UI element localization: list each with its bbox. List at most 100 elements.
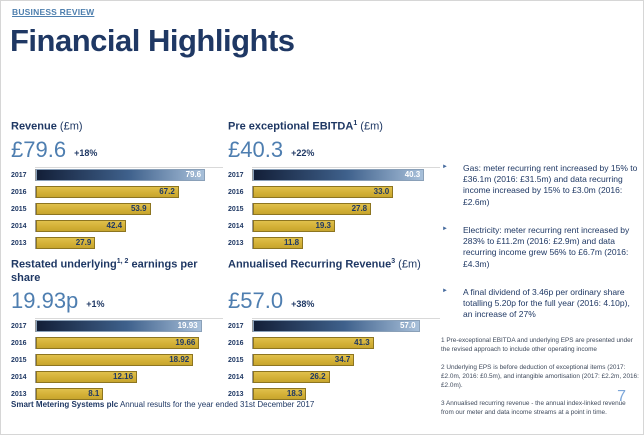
footnote-item: 1 Pre-exceptional EBITDA and underlying … [441, 337, 633, 354]
bar-row: 2015 27.8 [228, 203, 440, 215]
bar: 19.3 [253, 220, 336, 232]
page-title: Financial Highlights [10, 23, 295, 58]
headline-value: £57.0 [228, 288, 284, 313]
bar-row: 2016 19.66 [11, 337, 223, 349]
bullet-arrow-icon: ► [442, 287, 448, 294]
headline-row: £57.0 +38% [228, 288, 440, 312]
year-label: 2014 [228, 222, 244, 230]
year-label: 2016 [11, 339, 27, 347]
bullet-item: ► Electricity: meter recurring rent incre… [441, 225, 639, 270]
bar-row: 2017 40.3 [228, 169, 440, 181]
year-label: 2017 [228, 171, 244, 179]
chart-title-text: Restated underlying [11, 258, 117, 271]
bar-value-label: 27.8 [351, 204, 368, 213]
bar-chart: 2017 40.3 2016 33.0 2015 27.8 2014 19.3 2013 11.8 [228, 167, 440, 249]
bar-track: 53.9 [35, 203, 223, 215]
headline-value: £40.3 [228, 137, 284, 162]
footnote-item: 2 Underlying EPS is before deduction of … [441, 364, 639, 390]
bar: 33.0 [253, 186, 394, 198]
bar-value-label: 18.3 [286, 389, 303, 398]
bar: 27.9 [36, 237, 96, 249]
bullet-text: A final dividend of 3.46p per ordinary s… [463, 286, 630, 320]
year-label: 2015 [11, 205, 27, 213]
headline-row: £79.6 +18% [11, 137, 223, 161]
page-number: 7 [617, 388, 626, 405]
bullet-list: ► Gas: meter recurring rent increased by … [441, 163, 639, 320]
bar-track: 19.3 [252, 220, 440, 232]
chart-title-text: Revenue [11, 120, 57, 133]
bar-row: 2014 26.2 [228, 371, 440, 383]
bar: 53.9 [36, 203, 151, 215]
bar-track: 26.2 [252, 371, 440, 383]
bar: 8.1 [36, 388, 104, 400]
bar-track: 12.16 [35, 371, 223, 383]
bar-track: 18.92 [35, 354, 223, 366]
bar-value-label: 12.16 [113, 372, 134, 381]
bullet-text: Electricity: meter recurring rent increa… [463, 224, 630, 269]
bar: 40.3 [253, 169, 425, 181]
bar: 57.0 [253, 320, 420, 332]
bar-row: 2013 11.8 [228, 237, 440, 249]
year-label: 2013 [11, 390, 27, 398]
year-label: 2015 [228, 205, 244, 213]
section-eyebrow: BUSINESS REVIEW [12, 7, 95, 17]
headline-value: 19.93p [11, 288, 79, 313]
bar-row: 2015 53.9 [11, 203, 223, 215]
bar-value-label: 33.0 [373, 187, 390, 196]
year-label: 2017 [11, 322, 27, 330]
bar-row: 2016 67.2 [11, 186, 223, 198]
bar-track: 33.0 [252, 186, 440, 198]
change-percent: +1% [86, 299, 105, 309]
bar-value-label: 34.7 [334, 355, 351, 364]
bar-row: 2015 18.92 [11, 354, 223, 366]
bar-value-label: 19.66 [175, 338, 196, 347]
bar: 18.92 [36, 354, 194, 366]
year-label: 2014 [11, 373, 27, 381]
headline-row: £40.3 +22% [228, 137, 440, 161]
bar-value-label: 41.3 [354, 338, 370, 347]
bar-value-label: 19.3 [315, 221, 332, 230]
bar: 19.93 [36, 320, 202, 332]
chart-title: Annualised Recurring Revenue3 (£m) [228, 258, 440, 285]
bar-value-label: 26.2 [309, 372, 326, 381]
headline-value: £79.6 [11, 137, 67, 162]
bar-chart: 2017 19.93 2016 19.66 2015 18.92 2014 12.16 2013… [11, 318, 223, 400]
bar-value-label: 53.9 [130, 204, 147, 213]
bar: 12.16 [36, 371, 138, 383]
bar-value-label: 79.6 [185, 170, 202, 179]
bar-track: 27.8 [252, 203, 440, 215]
year-label: 2015 [11, 356, 27, 364]
bullet-item: ► Gas: meter recurring rent increased by … [441, 163, 639, 208]
company-name: Smart Metering Systems plc [11, 400, 119, 409]
slide-footer: Smart Metering Systems plc Annual result… [11, 400, 314, 409]
footnote-list: 1 Pre-exceptional EBITDA and underlying … [441, 337, 639, 418]
bar-value-label: 57.0 [399, 321, 416, 330]
bar-row: 2013 8.1 [11, 388, 223, 400]
bar-row: 2017 79.6 [11, 169, 223, 181]
arr-chart-block: Annualised Recurring Revenue3 (£m) £57.0… [228, 258, 440, 405]
chart-unit: (£m) [395, 258, 421, 271]
headline-row: 19.93p +1% [11, 288, 223, 312]
bar: 18.3 [253, 388, 307, 400]
bar-value-label: 27.9 [75, 238, 92, 247]
bar: 42.4 [36, 220, 127, 232]
bar-row: 2016 41.3 [228, 337, 440, 349]
bar-track: 19.93 [35, 320, 223, 332]
bar: 11.8 [253, 237, 304, 249]
bar-row: 2015 34.7 [228, 354, 440, 366]
bar-track: 42.4 [35, 220, 223, 232]
bar-track: 27.9 [35, 237, 223, 249]
bar-row: 2014 19.3 [228, 220, 440, 232]
bar-row: 2016 33.0 [228, 186, 440, 198]
bar-track: 57.0 [252, 320, 440, 332]
bar-track: 67.2 [35, 186, 223, 198]
bar: 79.6 [36, 169, 206, 181]
bar-value-label: 40.3 [404, 170, 421, 179]
chart-title: Pre exceptional EBITDA1 (£m) [228, 120, 440, 134]
bar-row: 2014 12.16 [11, 371, 223, 383]
bullet-arrow-icon: ► [442, 164, 448, 170]
bullet-text: Gas: meter recurring rent increased by 1… [463, 163, 638, 207]
year-label: 2013 [228, 390, 244, 398]
change-percent: +18% [74, 148, 98, 158]
